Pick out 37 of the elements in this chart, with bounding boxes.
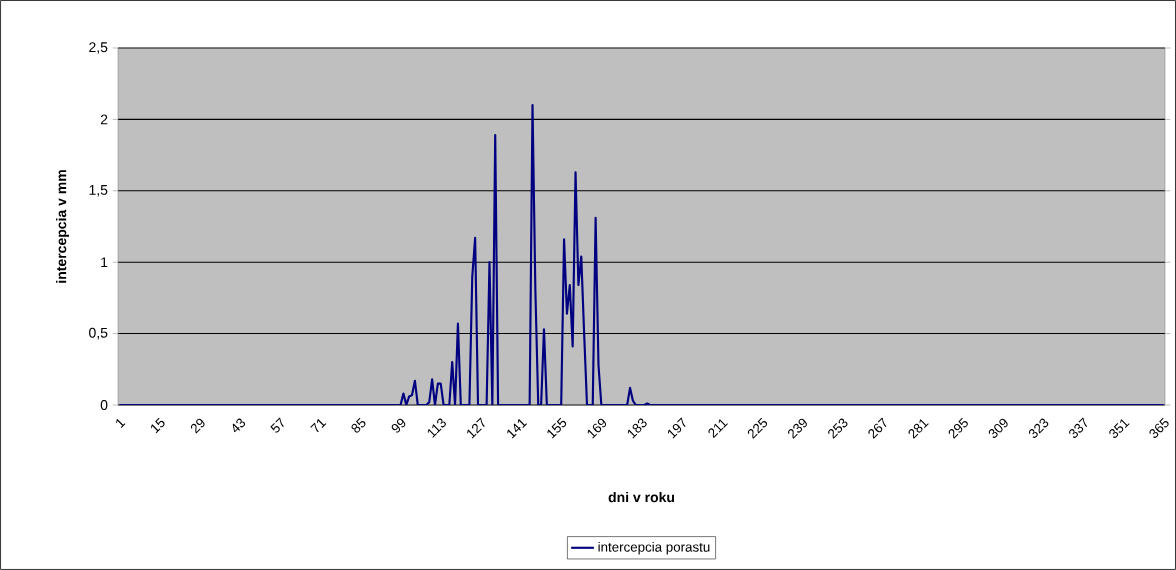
- x-tick-label: 267: [868, 417, 887, 439]
- y-axis-title: intercepcia v mm: [56, 170, 70, 283]
- y-tick-label: 1: [101, 257, 108, 267]
- y-tick-label: 0,5: [89, 327, 108, 340]
- x-tick-label: 295: [948, 417, 968, 439]
- x-axis-title: dni v roku: [608, 491, 675, 503]
- x-tick-label: 57: [270, 417, 284, 433]
- x-tick-label: 15: [151, 417, 165, 434]
- x-tick-label: 239: [788, 418, 807, 439]
- x-tick-label: 351: [1109, 419, 1130, 438]
- x-tick-label: 323: [1028, 418, 1049, 438]
- y-tick-label: 2,5: [89, 42, 108, 54]
- line-series: [118, 104, 1165, 405]
- x-tick-label: 197: [667, 417, 686, 439]
- x-tick-label: 85: [351, 417, 366, 433]
- x-tick-label: 225: [747, 417, 768, 439]
- x-tick-label: 281: [908, 419, 929, 439]
- x-tick-label: 29: [190, 418, 205, 434]
- x-tick-label: 309: [988, 418, 1008, 438]
- x-tick-label: 71: [310, 419, 327, 433]
- x-tick-label: 211: [708, 419, 728, 439]
- y-tick-label: 2: [100, 114, 108, 125]
- x-tick-label: 43: [232, 418, 246, 433]
- x-tick-label: 183: [627, 418, 647, 439]
- x-tick-label: 113: [427, 418, 446, 438]
- x-tick-label: 365: [1149, 417, 1169, 438]
- x-tick-label: 1: [116, 419, 126, 428]
- x-tick-label: 155: [547, 417, 567, 439]
- legend-label: intercepcia porastu: [598, 541, 710, 555]
- y-tick-label: 0: [100, 400, 108, 410]
- y-tick-label: 1,5: [89, 185, 108, 197]
- x-tick-label: 169: [587, 418, 607, 439]
- x-tick-label: 99: [391, 418, 406, 433]
- x-tick-label: 253: [828, 418, 848, 439]
- x-tick-label: 337: [1069, 417, 1088, 438]
- x-tick-label: 141: [507, 419, 528, 439]
- x-tick-label: 127: [467, 417, 485, 439]
